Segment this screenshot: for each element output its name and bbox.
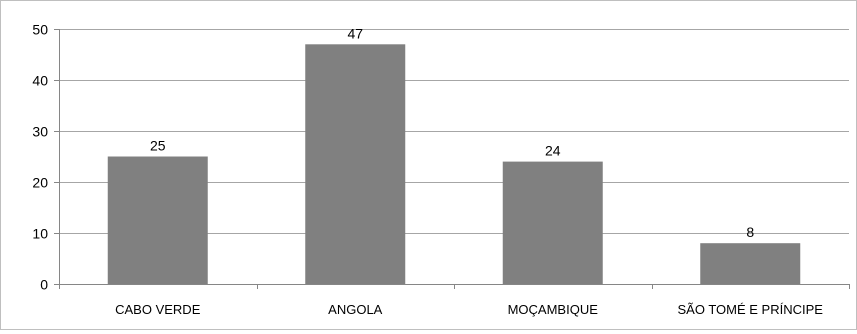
bar-chart: 25 47 24 8 0 10 20 30 40 50 CABO VERDE ANGOLA MOÇA… xyxy=(32,22,850,317)
x-tick-label: SÃO TOMÉ E PRÍNCIPE xyxy=(678,302,824,317)
bar xyxy=(107,156,208,284)
x-tick-label: MOÇAMBIQUE xyxy=(508,302,599,317)
y-tick-label: 0 xyxy=(40,277,48,293)
data-label: 25 xyxy=(150,138,166,154)
y-tick-labels: 0 10 20 30 40 50 xyxy=(32,22,48,293)
y-tick-label: 30 xyxy=(32,124,48,140)
axes xyxy=(54,29,850,289)
y-tick-label: 40 xyxy=(32,73,48,89)
y-tick-label: 50 xyxy=(32,22,48,38)
x-tick-label: ANGOLA xyxy=(328,302,383,317)
x-tick-labels: CABO VERDE ANGOLA MOÇAMBIQUE SÃO TOMÉ E PRÍ… xyxy=(115,302,823,317)
data-label: 24 xyxy=(545,143,561,159)
data-labels: 25 47 24 8 xyxy=(150,25,754,240)
bars xyxy=(107,44,801,284)
bar xyxy=(305,44,406,284)
data-label: 47 xyxy=(347,25,363,41)
data-label: 8 xyxy=(746,224,754,240)
y-tick-label: 10 xyxy=(32,226,48,242)
bar xyxy=(700,243,801,284)
y-tick-label: 20 xyxy=(32,175,48,191)
x-tick-label: CABO VERDE xyxy=(115,302,201,317)
bar xyxy=(502,161,603,284)
